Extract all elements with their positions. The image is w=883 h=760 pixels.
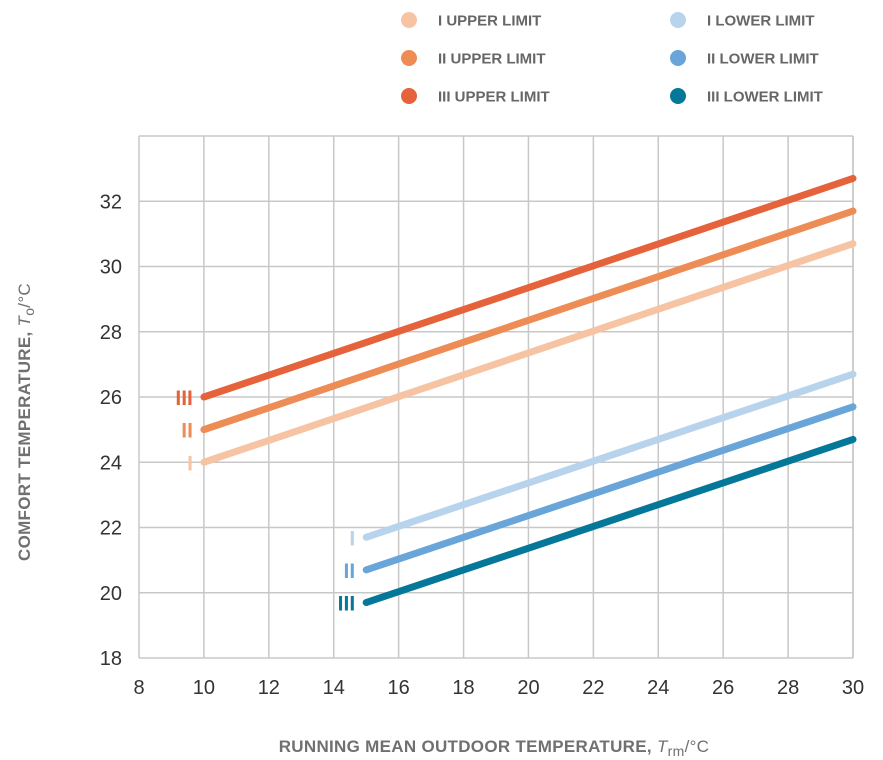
legend: I UPPER LIMIT II UPPER LIMIT III UPPER LIM… [401,12,823,106]
series-line-iii-lower-limit [362,435,857,607]
category-label-i-lower-limit: I [349,527,355,550]
legend-marker-iii-upper-limit [401,88,417,104]
y-tick-label: 26 [100,387,122,409]
y-tick-label: 20 [100,583,122,605]
x-tick-label: 18 [452,677,474,699]
series-lines [200,174,857,607]
legend-label-iii-upper-limit: III UPPER LIMIT [438,89,550,106]
x-tick-label: 12 [258,677,280,699]
y-tick-label: 22 [100,518,122,540]
legend-marker-i-upper-limit [401,12,417,28]
x-tick-label: 20 [517,677,539,699]
x-axis-title: RUNNING MEAN OUTDOOR TEMPERATURE, Trm/°C [279,737,710,759]
x-tick-label: 30 [842,677,864,699]
legend-marker-iii-lower-limit [670,88,686,104]
legend-label-ii-upper-limit: II UPPER LIMIT [438,51,546,68]
y-tick-label: 18 [100,648,122,670]
x-tick-label: 8 [133,677,144,699]
x-tick-label: 16 [388,677,410,699]
x-tick-label: 26 [712,677,734,699]
category-label-ii-lower-limit: II [344,560,356,583]
y-tick-label: 32 [100,191,122,213]
x-tick-label: 14 [323,677,345,699]
category-label-ii-upper-limit: II [181,420,193,443]
category-label-iii-upper-limit: III [175,387,193,410]
category-label-iii-lower-limit: III [338,593,356,616]
legend-label-i-lower-limit: I LOWER LIMIT [707,13,814,30]
y-tick-label: 24 [100,452,122,474]
category-label-i-upper-limit: I [187,452,193,475]
y-tick-label: 30 [100,257,122,279]
series-line-iii-upper-limit [200,174,857,401]
series-line-i-upper-limit [200,240,857,466]
legend-label-iii-lower-limit: III LOWER LIMIT [707,89,823,106]
x-axis-ticks: 8 10 12 14 16 18 20 22 24 26 28 30 [133,677,864,699]
y-tick-label: 28 [100,322,122,344]
x-tick-label: 24 [647,677,669,699]
legend-marker-ii-lower-limit [670,50,686,66]
legend-marker-ii-upper-limit [401,50,417,66]
legend-marker-i-lower-limit [670,12,686,28]
legend-label-ii-lower-limit: II LOWER LIMIT [707,51,819,68]
x-tick-label: 10 [193,677,215,699]
grid [138,135,854,659]
series-line-ii-lower-limit [362,403,857,574]
x-tick-label: 22 [582,677,604,699]
series-line-i-lower-limit [362,370,857,541]
legend-label-i-upper-limit: I UPPER LIMIT [438,13,541,30]
series-line-ii-upper-limit [200,207,857,434]
x-tick-label: 28 [777,677,799,699]
y-axis-title: COMFORT TEMPERATURE, To/°C [15,283,37,561]
y-axis-ticks: 18 20 22 24 26 28 30 32 [100,191,122,670]
